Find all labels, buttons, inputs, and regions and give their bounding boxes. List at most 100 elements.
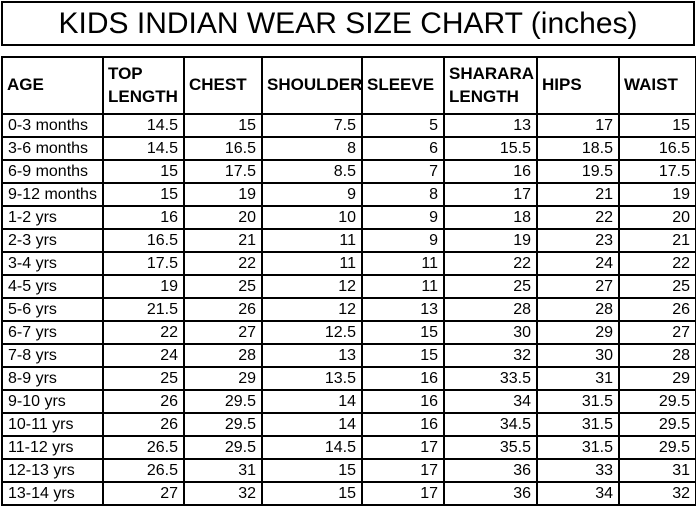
size-value-cell: 29 (618, 366, 696, 391)
size-value-cell: 9 (361, 205, 445, 230)
size-value-cell: 17 (443, 182, 538, 207)
size-value-cell: 35.5 (443, 435, 538, 460)
table-row: 3-6 months 14.5 16.5 8 6 15.5 18.5 16.5 (1, 136, 696, 161)
age-cell: 9-10 yrs (1, 389, 104, 414)
size-value-cell: 16 (361, 412, 445, 437)
age-cell: 6-9 months (1, 159, 104, 184)
size-value-cell: 29.5 (183, 435, 263, 460)
size-value-cell: 34 (536, 481, 620, 506)
size-value-cell: 17 (361, 458, 445, 483)
size-value-cell: 13.5 (261, 366, 363, 391)
age-cell: 0-3 months (1, 113, 104, 138)
size-value-cell: 34.5 (443, 412, 538, 437)
table-row: 10-11 yrs 26 29.5 14 16 34.5 31.5 29.5 (1, 412, 696, 437)
size-value-cell: 14 (261, 412, 363, 437)
age-cell: 7-8 yrs (1, 343, 104, 368)
size-value-cell: 31.5 (536, 412, 620, 437)
size-value-cell: 7 (361, 159, 445, 184)
size-value-cell: 16 (102, 205, 185, 230)
age-cell: 9-12 months (1, 182, 104, 207)
table-row: 2-3 yrs 16.5 21 11 9 19 23 21 (1, 228, 696, 253)
size-value-cell: 8 (361, 182, 445, 207)
size-value-cell: 9 (261, 182, 363, 207)
size-value-cell: 13 (261, 343, 363, 368)
size-value-cell: 14 (261, 389, 363, 414)
size-value-cell: 9 (361, 228, 445, 253)
size-value-cell: 29.5 (618, 412, 696, 437)
size-value-cell: 12 (261, 297, 363, 322)
table-row: 7-8 yrs 24 28 13 15 32 30 28 (1, 343, 696, 368)
size-value-cell: 22 (443, 251, 538, 276)
size-value-cell: 11 (361, 251, 445, 276)
size-value-cell: 26.5 (102, 458, 185, 483)
age-cell: 2-3 yrs (1, 228, 104, 253)
size-value-cell: 19 (443, 228, 538, 253)
age-cell: 13-14 yrs (1, 481, 104, 506)
size-value-cell: 21.5 (102, 297, 185, 322)
size-value-cell: 31.5 (536, 389, 620, 414)
size-value-cell: 7.5 (261, 113, 363, 138)
size-value-cell: 31.5 (536, 435, 620, 460)
column-header-hips: HIPS (536, 56, 620, 115)
table-header: AGE TOP LENGTH CHEST SHOULDER SLEEVE SHA… (1, 56, 696, 115)
age-cell: 10-11 yrs (1, 412, 104, 437)
size-value-cell: 25 (443, 274, 538, 299)
size-value-cell: 32 (183, 481, 263, 506)
size-value-cell: 31 (183, 458, 263, 483)
size-value-cell: 24 (536, 251, 620, 276)
age-cell: 5-6 yrs (1, 297, 104, 322)
table-row: 13-14 yrs 27 32 15 17 36 34 32 (1, 481, 696, 506)
size-value-cell: 30 (536, 343, 620, 368)
table-row: 12-13 yrs 26.5 31 15 17 36 33 31 (1, 458, 696, 483)
column-header-sleeve: SLEEVE (361, 56, 445, 115)
size-value-cell: 26 (183, 297, 263, 322)
size-value-cell: 21 (618, 228, 696, 253)
size-value-cell: 11 (261, 251, 363, 276)
size-value-cell: 32 (618, 481, 696, 506)
size-value-cell: 28 (183, 343, 263, 368)
size-value-cell: 17 (536, 113, 620, 138)
age-cell: 12-13 yrs (1, 458, 104, 483)
size-value-cell: 10 (261, 205, 363, 230)
size-chart-table: AGE TOP LENGTH CHEST SHOULDER SLEEVE SHA… (1, 56, 696, 506)
size-value-cell: 29 (536, 320, 620, 345)
table-body: 0-3 months 14.5 15 7.5 5 13 17 15 3-6 months 14.5… (1, 113, 696, 506)
size-value-cell: 24 (102, 343, 185, 368)
table-row: 4-5 yrs 19 25 12 11 25 27 25 (1, 274, 696, 299)
size-value-cell: 15 (183, 113, 263, 138)
size-value-cell: 15 (102, 182, 185, 207)
size-value-cell: 5 (361, 113, 445, 138)
size-value-cell: 29.5 (618, 389, 696, 414)
size-value-cell: 31 (618, 458, 696, 483)
size-value-cell: 36 (443, 481, 538, 506)
size-value-cell: 31 (536, 366, 620, 391)
size-value-cell: 19 (102, 274, 185, 299)
table-row: 9-12 months 15 19 9 8 17 21 19 (1, 182, 696, 207)
size-value-cell: 11 (361, 274, 445, 299)
size-value-cell: 26 (102, 412, 185, 437)
table-row: 6-9 months 15 17.5 8.5 7 16 19.5 17.5 (1, 159, 696, 184)
size-value-cell: 26.5 (102, 435, 185, 460)
size-value-cell: 34 (443, 389, 538, 414)
size-value-cell: 16.5 (183, 136, 263, 161)
table-row: 11-12 yrs 26.5 29.5 14.5 17 35.5 31.5 29.5 (1, 435, 696, 460)
size-value-cell: 32 (443, 343, 538, 368)
size-value-cell: 15 (261, 458, 363, 483)
size-value-cell: 8 (261, 136, 363, 161)
age-cell: 3-4 yrs (1, 251, 104, 276)
size-value-cell: 13 (443, 113, 538, 138)
size-value-cell: 16.5 (618, 136, 696, 161)
size-value-cell: 21 (536, 182, 620, 207)
size-value-cell: 15 (618, 113, 696, 138)
table-row: 0-3 months 14.5 15 7.5 5 13 17 15 (1, 113, 696, 138)
size-value-cell: 12.5 (261, 320, 363, 345)
size-value-cell: 13 (361, 297, 445, 322)
size-value-cell: 18.5 (536, 136, 620, 161)
size-value-cell: 27 (183, 320, 263, 345)
size-value-cell: 33.5 (443, 366, 538, 391)
size-value-cell: 17.5 (183, 159, 263, 184)
size-value-cell: 12 (261, 274, 363, 299)
size-value-cell: 25 (618, 274, 696, 299)
size-value-cell: 33 (536, 458, 620, 483)
size-value-cell: 27 (536, 274, 620, 299)
